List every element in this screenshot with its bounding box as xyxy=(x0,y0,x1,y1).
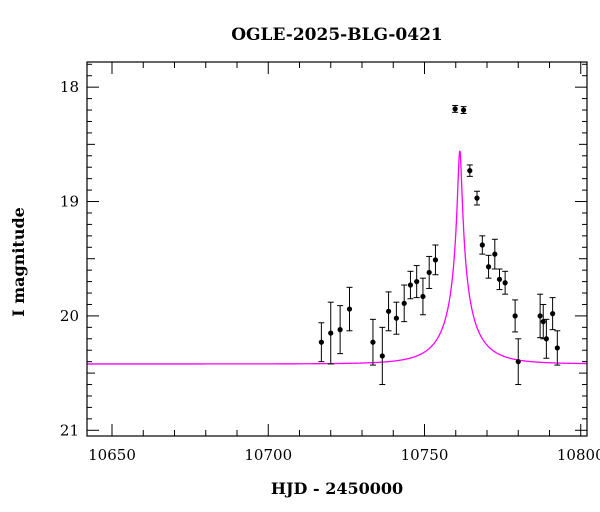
chart-title: OGLE-2025-BLG-0421 xyxy=(231,25,443,45)
y-tick-label: 21 xyxy=(60,421,79,439)
data-point xyxy=(432,257,439,263)
x-tick-label: 10750 xyxy=(401,446,449,464)
data-point xyxy=(393,315,399,321)
data-point xyxy=(512,313,518,319)
data-point xyxy=(401,300,407,306)
y-tick-label: 18 xyxy=(60,78,79,96)
data-point xyxy=(318,339,324,345)
y-tick-label: 19 xyxy=(60,193,79,211)
y-tick-label: 20 xyxy=(60,307,79,325)
data-point xyxy=(452,106,458,112)
data-point xyxy=(515,359,521,365)
data-point xyxy=(540,319,546,325)
data-point xyxy=(479,242,485,248)
data-point xyxy=(328,330,334,336)
plot-frame xyxy=(86,61,588,437)
data-point xyxy=(492,251,498,257)
data-point xyxy=(474,195,480,201)
data-point xyxy=(496,276,503,282)
plot-area: 10650 10700 10750 10800 18 19 20 21 xyxy=(60,61,600,464)
data-point xyxy=(537,313,543,319)
x-tick-label: 10650 xyxy=(88,446,136,464)
data-point xyxy=(426,269,432,276)
data-point xyxy=(502,280,508,286)
x-tick-label: 10700 xyxy=(244,446,292,464)
data-point xyxy=(385,308,392,314)
data-point xyxy=(460,107,467,113)
data-point xyxy=(420,293,426,300)
data-point xyxy=(550,311,556,317)
data-point xyxy=(370,339,376,345)
model-curve xyxy=(87,150,587,365)
data-point xyxy=(554,345,560,351)
data-point xyxy=(407,282,414,288)
x-tick-label: 10800 xyxy=(557,446,600,464)
data-point xyxy=(485,264,492,270)
data-point xyxy=(337,327,343,333)
data-point xyxy=(467,168,473,174)
data-point xyxy=(414,278,420,285)
data-point xyxy=(346,306,353,312)
data-point xyxy=(543,336,549,342)
y-axis-label: I magnitude xyxy=(9,207,28,317)
data-point xyxy=(379,353,385,359)
x-axis-label: HJD - 2450000 xyxy=(271,479,403,498)
